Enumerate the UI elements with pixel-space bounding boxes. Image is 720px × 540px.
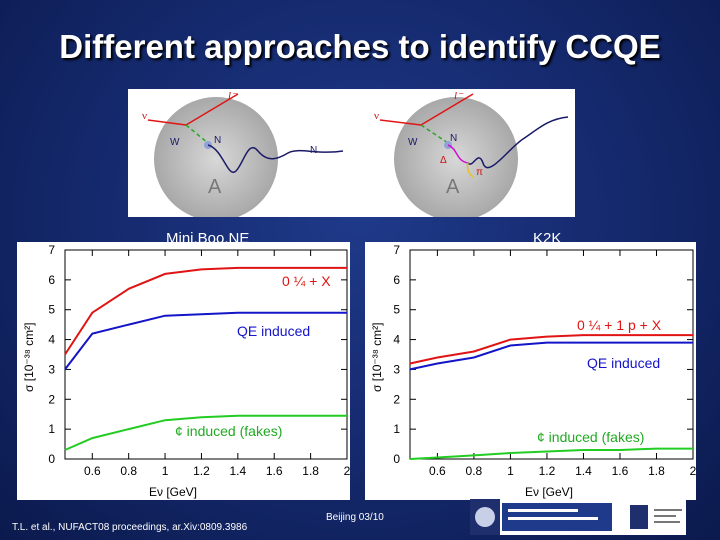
- footer-citation: T.L. et al., NUFACT08 proceedings, ar.Xi…: [12, 522, 248, 533]
- lepton-line-right: [420, 93, 474, 126]
- x-tick-label: 0.8: [466, 464, 483, 478]
- diagram-label: W: [170, 137, 180, 148]
- x-tick-label: 1.2: [193, 464, 210, 478]
- y-tick-label: 2: [48, 392, 55, 406]
- y-axis-label: σ [10⁻³⁸ cm²]: [370, 323, 384, 392]
- y-tick-label: 5: [393, 303, 400, 317]
- slide-title: Different approaches to identify CCQE: [59, 28, 661, 65]
- institution-logos: [470, 499, 686, 535]
- y-tick-label: 1: [393, 422, 400, 436]
- x-axis-label: Eν [GeV]: [149, 485, 197, 499]
- annotation-final-state: 0 ¼ + X: [282, 273, 331, 289]
- diagram-svg: ν l⁻ W N N A ν l⁻ W N Δ π A: [142, 90, 569, 221]
- annotation-fakes: ¢ induced (fakes): [537, 429, 644, 445]
- diagram-label: l⁻: [454, 90, 464, 102]
- nucleus-left: [154, 97, 278, 221]
- footer-date: Beijing 03/10: [326, 512, 384, 523]
- y-tick-label: 4: [48, 333, 55, 347]
- chart-panel-right: 0 1 2 3 4 5 6 7 0.6 0.8 1 1.2 1.4 1.6 1.8 2 0 ¼ + 1 p +…: [365, 242, 697, 500]
- nu-line-left: [147, 119, 187, 126]
- diagram-label: A: [208, 176, 222, 198]
- w-line-left: [185, 124, 209, 144]
- x-tick-label: 1.6: [266, 464, 283, 478]
- w-line-right: [420, 124, 449, 144]
- series-line-blue: [64, 311, 347, 371]
- x-tick-label: 1.6: [612, 464, 629, 478]
- plot-frame: [409, 249, 694, 460]
- diagram-label: N: [310, 145, 317, 156]
- university-seal-icon: [630, 505, 648, 529]
- series-line-blue: [409, 341, 693, 371]
- y-tick-label: 6: [393, 273, 400, 287]
- diagram-label: π: [476, 167, 483, 178]
- x-tick-label: 1.4: [575, 464, 592, 478]
- diagram-label: N: [450, 133, 457, 144]
- interaction-diagram: ν l⁻ W N N A ν l⁻ W N Δ π A: [128, 89, 575, 221]
- y-tick-label: 4: [393, 333, 400, 347]
- series-line-red: [409, 334, 693, 365]
- x-tick-label: 1.2: [539, 464, 556, 478]
- diagram-label: N: [214, 135, 221, 146]
- y-tick-label: 6: [48, 273, 55, 287]
- annotation-qe-induced: QE induced: [237, 323, 310, 339]
- diagram-label: A: [446, 176, 460, 198]
- series-line-green: [64, 414, 347, 451]
- chart-right: 0 1 2 3 4 5 6 7 0.6 0.8 1 1.2 1.4 1.6 1.8 2 0 ¼ + 1 p +…: [370, 243, 697, 499]
- diagram-label: ν: [374, 110, 379, 122]
- x-axis-label: Eν [GeV]: [525, 485, 573, 499]
- y-tick-label: 0: [393, 452, 400, 466]
- y-tick-label: 7: [393, 243, 400, 257]
- y-tick-label: 0: [48, 452, 55, 466]
- series-line-green: [409, 447, 693, 460]
- y-tick-label: 1: [48, 422, 55, 436]
- x-tick-label: 1.8: [648, 464, 665, 478]
- y-tick-label: 5: [48, 303, 55, 317]
- pion-path: [466, 162, 474, 178]
- y-tick-label: 3: [48, 362, 55, 376]
- nucleus-right: [394, 97, 518, 221]
- diagram-label: W: [408, 137, 418, 148]
- x-tick-label: 0.6: [84, 464, 101, 478]
- y-tick-label: 2: [393, 392, 400, 406]
- annotation-qe-induced: QE induced: [587, 355, 660, 371]
- logos-svg: [470, 499, 682, 535]
- x-tick-label: 1: [507, 464, 514, 478]
- x-tick-label: 1.4: [229, 464, 246, 478]
- molecule-logo-icon: [475, 507, 495, 527]
- x-tick-label: 2: [690, 464, 696, 478]
- lepton-line-left: [185, 93, 239, 126]
- diagram-label: l⁻: [228, 90, 238, 102]
- delta-path: [447, 144, 469, 164]
- nucleon-path-right: [467, 116, 569, 169]
- diagram-label: Δ: [440, 155, 447, 166]
- y-tick-label: 3: [393, 362, 400, 376]
- x-tick-label: 2: [344, 464, 350, 478]
- x-tick-label: 1: [162, 464, 169, 478]
- chart-panel-left: 0 1 2 3 4 5 6 7 0.6 0.8 1 1.2 1.4 1.6 1.8 2 0 ¼ + X QE …: [17, 242, 351, 500]
- nucleon-path-left: [207, 144, 344, 174]
- y-tick-label: 7: [48, 243, 55, 257]
- x-tick-label: 0.8: [120, 464, 137, 478]
- x-tick-label: 0.6: [429, 464, 446, 478]
- y-axis-label: σ [10⁻³⁸ cm²]: [22, 323, 36, 392]
- annotation-final-state: 0 ¼ + 1 p + X: [577, 317, 662, 333]
- chart-left: 0 1 2 3 4 5 6 7 0.6 0.8 1 1.2 1.4 1.6 1.8 2 0 ¼ + X QE …: [22, 243, 351, 499]
- annotation-fakes: ¢ induced (fakes): [175, 423, 282, 439]
- series-line-red: [64, 266, 347, 356]
- nu-line-right: [379, 119, 422, 126]
- diagram-label: ν: [142, 110, 147, 122]
- x-tick-label: 1.8: [302, 464, 319, 478]
